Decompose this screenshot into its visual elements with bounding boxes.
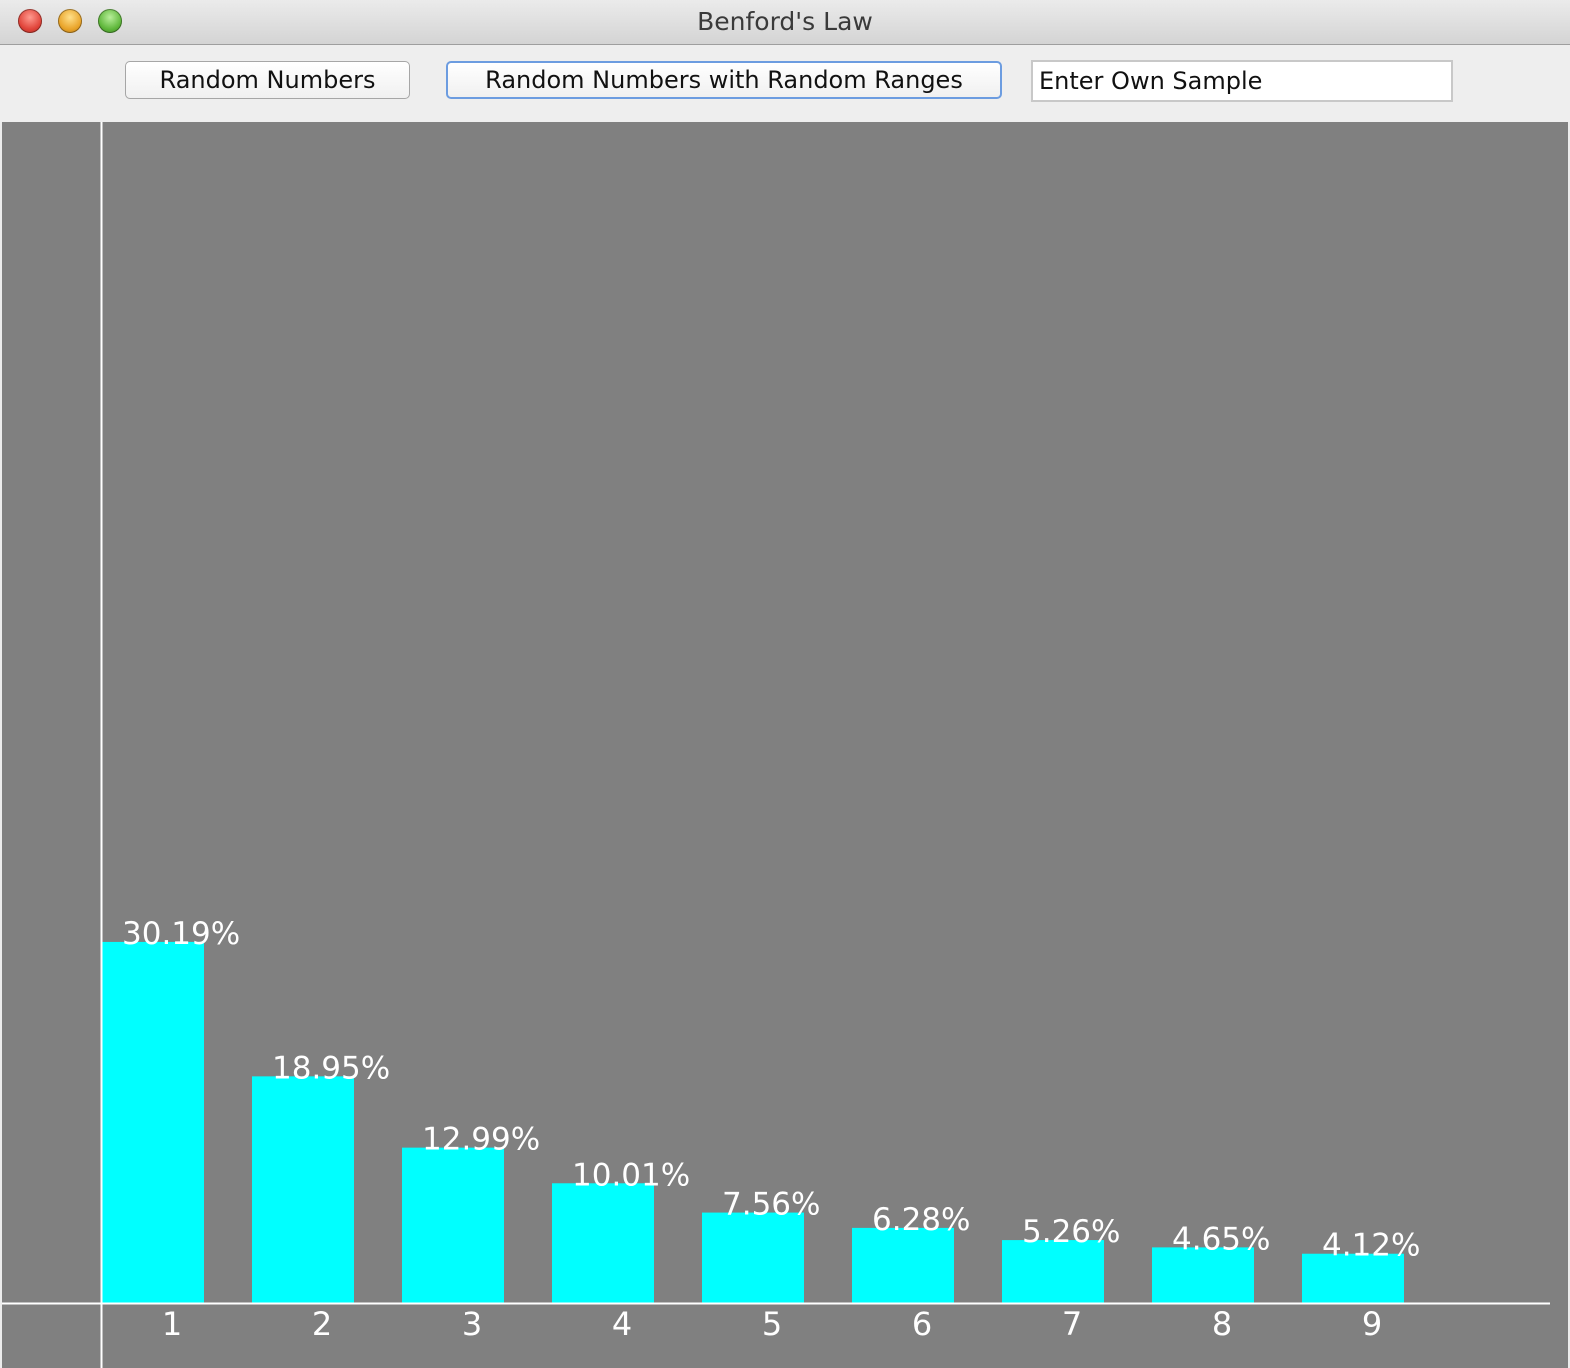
- x-tick-label-8: 8: [1212, 1305, 1232, 1343]
- data-label-digit-8: 4.65%: [1172, 1221, 1270, 1257]
- minimize-window-icon[interactable]: [58, 9, 82, 33]
- random-numbers-button[interactable]: Random Numbers: [125, 61, 410, 99]
- title-bar[interactable]: Benford's Law: [0, 0, 1570, 45]
- bar-digit-6: [852, 1227, 954, 1303]
- random-ranges-button[interactable]: Random Numbers with Random Ranges: [446, 61, 1002, 99]
- x-tick-label-6: 6: [912, 1305, 932, 1343]
- x-tick-label-3: 3: [462, 1305, 482, 1343]
- data-label-digit-9: 4.12%: [1322, 1228, 1420, 1264]
- data-label-digit-6: 6.28%: [872, 1202, 970, 1238]
- chart-panel: 30.19% 1 18.95% 2 12.99% 3 10.01% 4 7.56% 5 6.28% 6…: [2, 122, 1568, 1368]
- bar-digit-4: [552, 1183, 654, 1303]
- bars-layer: [102, 941, 1404, 1303]
- benford-bar-chart: 30.19% 1 18.95% 2 12.99% 3 10.01% 4 7.56% 5 6.28% 6…: [2, 122, 1550, 1368]
- x-tick-label-1: 1: [162, 1305, 182, 1343]
- bar-digit-9: [1302, 1253, 1404, 1303]
- data-label-digit-4: 10.01%: [572, 1157, 690, 1193]
- data-label-digit-2: 18.95%: [272, 1050, 390, 1086]
- data-label-digit-7: 5.26%: [1022, 1214, 1120, 1250]
- x-tick-label-5: 5: [762, 1305, 782, 1343]
- data-label-digit-3: 12.99%: [422, 1122, 540, 1158]
- x-tick-label-2: 2: [312, 1305, 332, 1343]
- toolbar: Random Numbers Random Numbers with Rando…: [0, 45, 1570, 122]
- x-tick-label-7: 7: [1062, 1305, 1082, 1343]
- bar-digit-5: [702, 1212, 804, 1303]
- zoom-window-icon[interactable]: [98, 9, 122, 33]
- close-window-icon[interactable]: [18, 9, 42, 33]
- own-sample-input[interactable]: [1031, 60, 1453, 102]
- bar-digit-7: [1002, 1240, 1104, 1303]
- bar-digit-3: [402, 1147, 504, 1303]
- bar-digit-8: [1152, 1247, 1254, 1303]
- data-label-digit-1: 30.19%: [122, 916, 240, 952]
- bar-digit-2: [252, 1076, 354, 1303]
- x-tick-label-9: 9: [1362, 1305, 1382, 1343]
- labels-layer: 30.19% 1 18.95% 2 12.99% 3 10.01% 4 7.56% 5 6.28% 6…: [122, 916, 1420, 1343]
- window-title: Benford's Law: [697, 7, 873, 36]
- x-tick-label-4: 4: [612, 1305, 632, 1343]
- data-label-digit-5: 7.56%: [722, 1187, 820, 1223]
- bar-digit-1: [102, 941, 204, 1303]
